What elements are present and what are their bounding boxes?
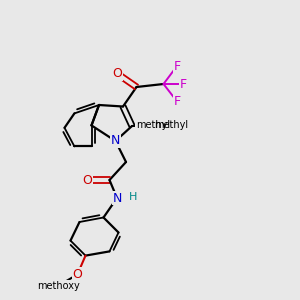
Text: O: O [112, 67, 122, 80]
Text: methyl: methyl [136, 120, 170, 130]
Text: O: O [73, 268, 82, 281]
Text: methoxy: methoxy [37, 280, 80, 291]
Text: N: N [112, 191, 122, 205]
Text: F: F [179, 77, 187, 91]
Text: F: F [173, 59, 181, 73]
Text: N: N [111, 134, 120, 148]
Text: H: H [129, 191, 137, 202]
Text: methyl: methyl [154, 120, 189, 130]
Text: O: O [82, 173, 92, 187]
Text: F: F [173, 95, 181, 108]
